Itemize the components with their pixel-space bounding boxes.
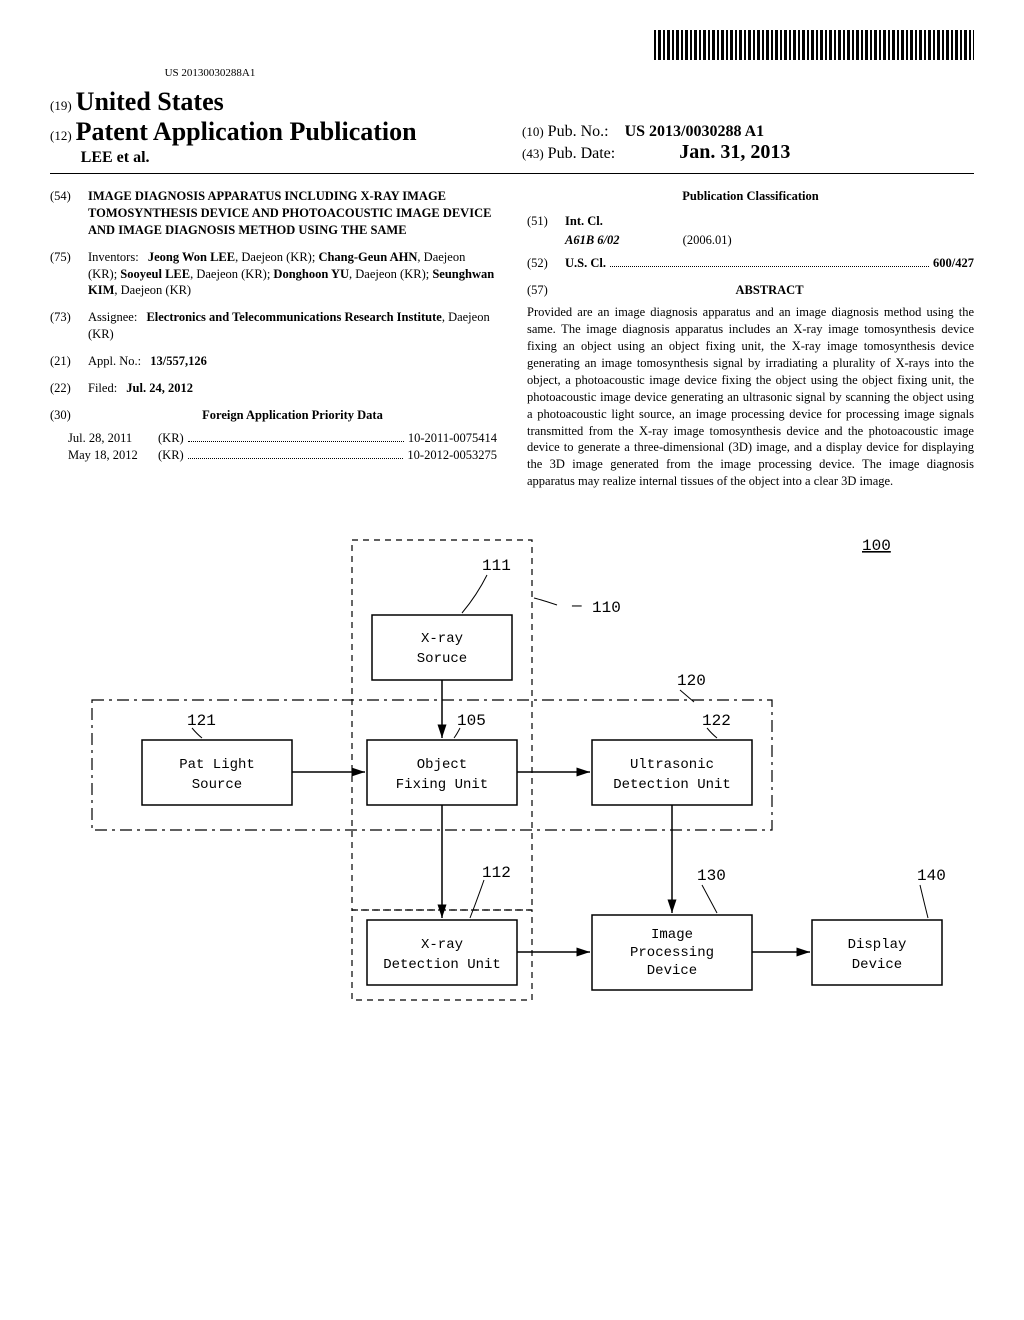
- header-row: (19) United States (12) Patent Applicati…: [50, 87, 974, 167]
- barcode-region: US 20130030288A1: [50, 30, 974, 79]
- box-130-t1: Image: [651, 927, 693, 943]
- filed-label: Filed:: [88, 381, 117, 395]
- authors: LEE et al.: [81, 149, 150, 166]
- box-121-t1: Pat Light: [179, 757, 255, 773]
- intcl-class: A61B 6/02: [565, 233, 620, 247]
- filed-code: (22): [50, 380, 88, 397]
- pub-type: Patent Application Publication: [76, 117, 417, 146]
- ref-112: 112: [482, 864, 511, 882]
- priority-country-1: (KR): [158, 447, 184, 464]
- uscl-value: 600/427: [933, 255, 974, 272]
- priority-date-1: May 18, 2012: [68, 447, 158, 464]
- box-105-t2: Fixing Unit: [396, 777, 488, 793]
- leader-112: [470, 880, 484, 918]
- barcode-number: US 20130030288A1: [50, 67, 370, 79]
- right-column: Publication Classification (51) Int. Cl.…: [527, 188, 974, 490]
- inventors-label: Inventors:: [88, 250, 139, 264]
- filed-date: Jul. 24, 2012: [126, 381, 193, 395]
- ref-120: 120: [677, 672, 706, 690]
- priority-row-0: Jul. 28, 2011 (KR) 10-2011-0075414: [68, 430, 497, 447]
- appl-label: Appl. No.:: [88, 354, 141, 368]
- ref-100: 100: [862, 537, 891, 555]
- foreign-label: Foreign Application Priority Data: [88, 407, 497, 424]
- appl-no: 13/557,126: [150, 354, 207, 368]
- inventors-list: Jeong Won LEE, Daejeon (KR); Chang-Geun …: [88, 250, 494, 298]
- left-column: (54) IMAGE DIAGNOSIS APPARATUS INCLUDING…: [50, 188, 497, 490]
- priority-date-0: Jul. 28, 2011: [68, 430, 158, 447]
- pub-date-code: (43): [522, 146, 544, 161]
- box-111-t1: X-ray: [421, 631, 463, 647]
- pub-no-code: (10): [522, 124, 544, 139]
- box-130-t2: Processing: [630, 945, 714, 961]
- box-111-t2: Soruce: [417, 651, 467, 667]
- intcl-code: (51): [527, 213, 565, 230]
- classification-head: Publication Classification: [527, 188, 974, 205]
- box-112-t1: X-ray: [421, 937, 463, 953]
- abstract-label: ABSTRACT: [565, 282, 974, 299]
- priority-number-1: 10-2012-0053275: [407, 447, 497, 464]
- pub-type-code: (12): [50, 128, 72, 143]
- box-122-t2: Detection Unit: [613, 777, 731, 793]
- invention-title: IMAGE DIAGNOSIS APPARATUS INCLUDING X-RA…: [88, 188, 497, 239]
- foreign-code: (30): [50, 407, 88, 424]
- ref-122: 122: [702, 712, 731, 730]
- barcode-graphic: [654, 30, 974, 60]
- assignee-value: Electronics and Telecommunications Resea…: [88, 310, 490, 341]
- diagram: 100 — 110 X-ray Soruce 111 120 Pat Light…: [50, 520, 974, 1080]
- box-121-t2: Source: [192, 777, 242, 793]
- intcl-label: Int. Cl.: [565, 213, 603, 230]
- title-code: (54): [50, 188, 88, 239]
- box-140-t1: Display: [848, 937, 907, 953]
- box-112-t2: Detection Unit: [383, 957, 501, 973]
- dotline-icon: [188, 433, 404, 442]
- diagram-svg: 100 — 110 X-ray Soruce 111 120 Pat Light…: [62, 520, 962, 1080]
- country-name: United States: [76, 87, 224, 116]
- country-code: (19): [50, 98, 72, 113]
- pub-no: US 2013/0030288 A1: [625, 123, 765, 140]
- dotline-icon: [610, 258, 929, 267]
- pub-date: Jan. 31, 2013: [679, 141, 790, 163]
- priority-number-0: 10-2011-0075414: [408, 430, 497, 447]
- leader-111: [462, 575, 487, 613]
- assignee-code: (73): [50, 309, 88, 343]
- ref-140: 140: [917, 867, 946, 885]
- appl-code: (21): [50, 353, 88, 370]
- header-rule: [50, 173, 974, 174]
- priority-row-1: May 18, 2012 (KR) 10-2012-0053275: [68, 447, 497, 464]
- box-xray-source: [372, 615, 512, 680]
- ref-130: 130: [697, 867, 726, 885]
- ref-110-label: —: [571, 597, 582, 615]
- box-105-t1: Object: [417, 757, 467, 773]
- priority-country-0: (KR): [158, 430, 184, 447]
- abstract-text: Provided are an image diagnosis apparatu…: [527, 304, 974, 490]
- intcl-year: (2006.01): [683, 233, 732, 247]
- leader-140: [920, 885, 928, 918]
- inventors-code: (75): [50, 249, 88, 300]
- box-130-t3: Device: [647, 963, 697, 979]
- ref-111: 111: [482, 557, 511, 575]
- dotline-icon: [188, 450, 404, 459]
- uscl-code: (52): [527, 255, 565, 272]
- biblio-columns: (54) IMAGE DIAGNOSIS APPARATUS INCLUDING…: [50, 188, 974, 490]
- uscl-label: U.S. Cl.: [565, 255, 606, 272]
- box-140-t2: Device: [852, 957, 902, 973]
- ref-110: 110: [592, 599, 621, 617]
- pub-no-label: Pub. No.:: [548, 123, 609, 140]
- pub-date-label: Pub. Date:: [548, 145, 616, 162]
- assignee-label: Assignee:: [88, 310, 137, 324]
- ref-121: 121: [187, 712, 216, 730]
- box-122-t1: Ultrasonic: [630, 757, 714, 773]
- leader-110: [534, 598, 557, 605]
- leader-130: [702, 885, 717, 913]
- abstract-code: (57): [527, 282, 565, 299]
- ref-105: 105: [457, 712, 486, 730]
